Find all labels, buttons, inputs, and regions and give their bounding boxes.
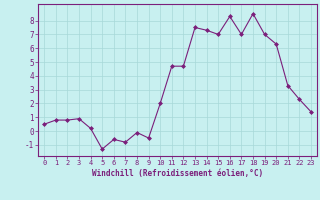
X-axis label: Windchill (Refroidissement éolien,°C): Windchill (Refroidissement éolien,°C) [92,169,263,178]
